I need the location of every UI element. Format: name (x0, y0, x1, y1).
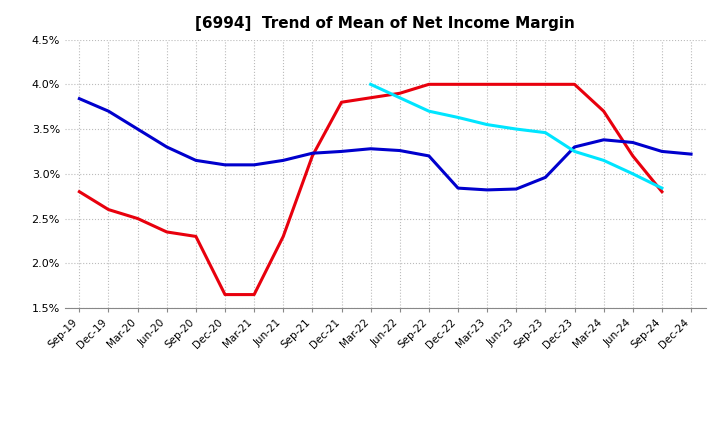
3 Years (512, 82, 521, 87)
5 Years (366, 146, 375, 151)
5 Years (133, 126, 142, 132)
5 Years (629, 140, 637, 145)
3 Years (395, 91, 404, 96)
5 Years (337, 149, 346, 154)
5 Years (687, 151, 696, 157)
5 Years (541, 175, 550, 180)
3 Years (163, 229, 171, 235)
5 Years (570, 144, 579, 150)
7 Years (395, 95, 404, 100)
3 Years (308, 153, 317, 158)
3 Years (599, 109, 608, 114)
3 Years (192, 234, 200, 239)
3 Years (629, 153, 637, 158)
5 Years (425, 153, 433, 158)
3 Years (541, 82, 550, 87)
3 Years (454, 82, 462, 87)
7 Years (483, 122, 492, 127)
5 Years (657, 149, 666, 154)
Line: 5 Years: 5 Years (79, 99, 691, 190)
5 Years (104, 109, 113, 114)
3 Years (570, 82, 579, 87)
3 Years (483, 82, 492, 87)
5 Years (75, 96, 84, 101)
Line: 7 Years: 7 Years (371, 84, 662, 188)
7 Years (454, 115, 462, 120)
5 Years (599, 137, 608, 143)
7 Years (541, 130, 550, 135)
3 Years (337, 99, 346, 105)
3 Years (425, 82, 433, 87)
3 Years (104, 207, 113, 212)
5 Years (250, 162, 258, 168)
Line: 3 Years: 3 Years (79, 84, 662, 295)
5 Years (163, 144, 171, 150)
3 Years (220, 292, 229, 297)
5 Years (395, 148, 404, 153)
3 Years (366, 95, 375, 100)
7 Years (599, 158, 608, 163)
5 Years (483, 187, 492, 193)
3 Years (133, 216, 142, 221)
5 Years (220, 162, 229, 168)
5 Years (454, 186, 462, 191)
3 Years (75, 189, 84, 194)
7 Years (366, 82, 375, 87)
5 Years (279, 158, 287, 163)
7 Years (425, 109, 433, 114)
5 Years (308, 150, 317, 156)
3 Years (250, 292, 258, 297)
7 Years (512, 126, 521, 132)
Title: [6994]  Trend of Mean of Net Income Margin: [6994] Trend of Mean of Net Income Margi… (195, 16, 575, 32)
5 Years (512, 187, 521, 192)
3 Years (279, 234, 287, 239)
7 Years (657, 186, 666, 191)
3 Years (657, 189, 666, 194)
7 Years (570, 149, 579, 154)
5 Years (192, 158, 200, 163)
7 Years (629, 171, 637, 176)
